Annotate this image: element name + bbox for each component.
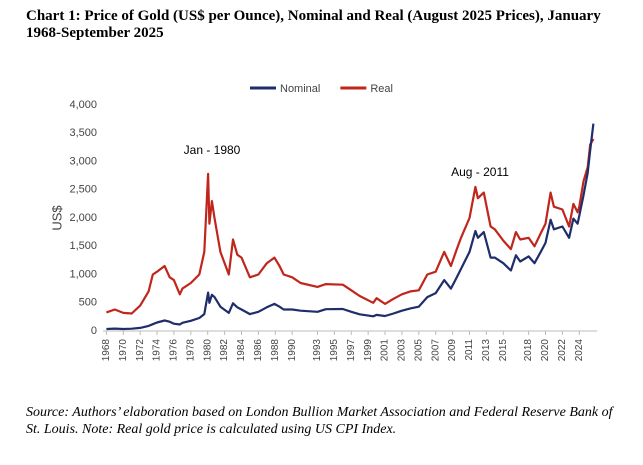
x-tick-label: 1980 — [202, 339, 213, 362]
y-axis-label: US$ — [49, 205, 64, 231]
y-tick-label: 3,500 — [69, 127, 97, 139]
x-tick-label: 1999 — [363, 339, 374, 362]
legend-label: Nominal — [280, 83, 320, 95]
y-tick-label: 500 — [79, 297, 97, 309]
series-line — [106, 123, 595, 331]
x-tick-label: 1990 — [287, 339, 298, 362]
x-tick-label: 1984 — [236, 339, 247, 362]
x-tick-label: 2003 — [397, 339, 408, 362]
x-tick-label: 2024 — [574, 339, 585, 362]
legend-label: Real — [370, 83, 393, 95]
y-tick-label: 2,500 — [69, 184, 97, 196]
x-tick-label: 2011 — [464, 339, 475, 361]
x-tick-label: 2022 — [557, 339, 568, 362]
x-tick-label: 1968 — [101, 339, 112, 362]
chart-title: Chart 1: Price of Gold (US$ per Ounce), … — [26, 8, 601, 41]
x-tick-label: 1974 — [152, 339, 163, 362]
x-tick-label: 1972 — [135, 339, 146, 362]
x-tick-label: 1982 — [219, 339, 230, 362]
x-tick-label: 1978 — [185, 339, 196, 362]
x-tick-label: 2001 — [380, 339, 391, 362]
y-tick-label: 2,000 — [69, 212, 97, 224]
x-tick-label: 2013 — [481, 339, 492, 362]
y-tick-label: 3,000 — [69, 155, 97, 167]
y-tick-label: 0 — [91, 325, 97, 337]
x-tick-label: 1976 — [169, 339, 180, 362]
y-tick-label: 1,000 — [69, 268, 97, 280]
annotation: Jan - 1980 — [184, 143, 241, 157]
source-note: Source: Authors’ elaboration based on Lo… — [26, 405, 613, 437]
x-tick-label: 2005 — [413, 339, 424, 362]
x-tick-label: 2015 — [498, 339, 509, 362]
x-tick-label: 1993 — [312, 339, 323, 362]
x-tick-label: 1988 — [270, 339, 281, 362]
x-tick-label: 2020 — [540, 339, 551, 362]
x-tick-label: 2018 — [523, 339, 534, 362]
x-tick-label: 1997 — [346, 339, 357, 362]
x-tick-label: 1970 — [118, 339, 129, 362]
x-tick-label: 1995 — [329, 339, 340, 362]
series-line — [106, 138, 595, 315]
x-tick-label: 2007 — [430, 339, 441, 362]
y-tick-label: 1,500 — [69, 240, 97, 252]
x-tick-label: 2009 — [447, 339, 458, 362]
x-tick-label: 1986 — [253, 339, 264, 362]
y-tick-label: 4,000 — [69, 99, 97, 111]
annotation: Aug - 2011 — [451, 165, 509, 179]
